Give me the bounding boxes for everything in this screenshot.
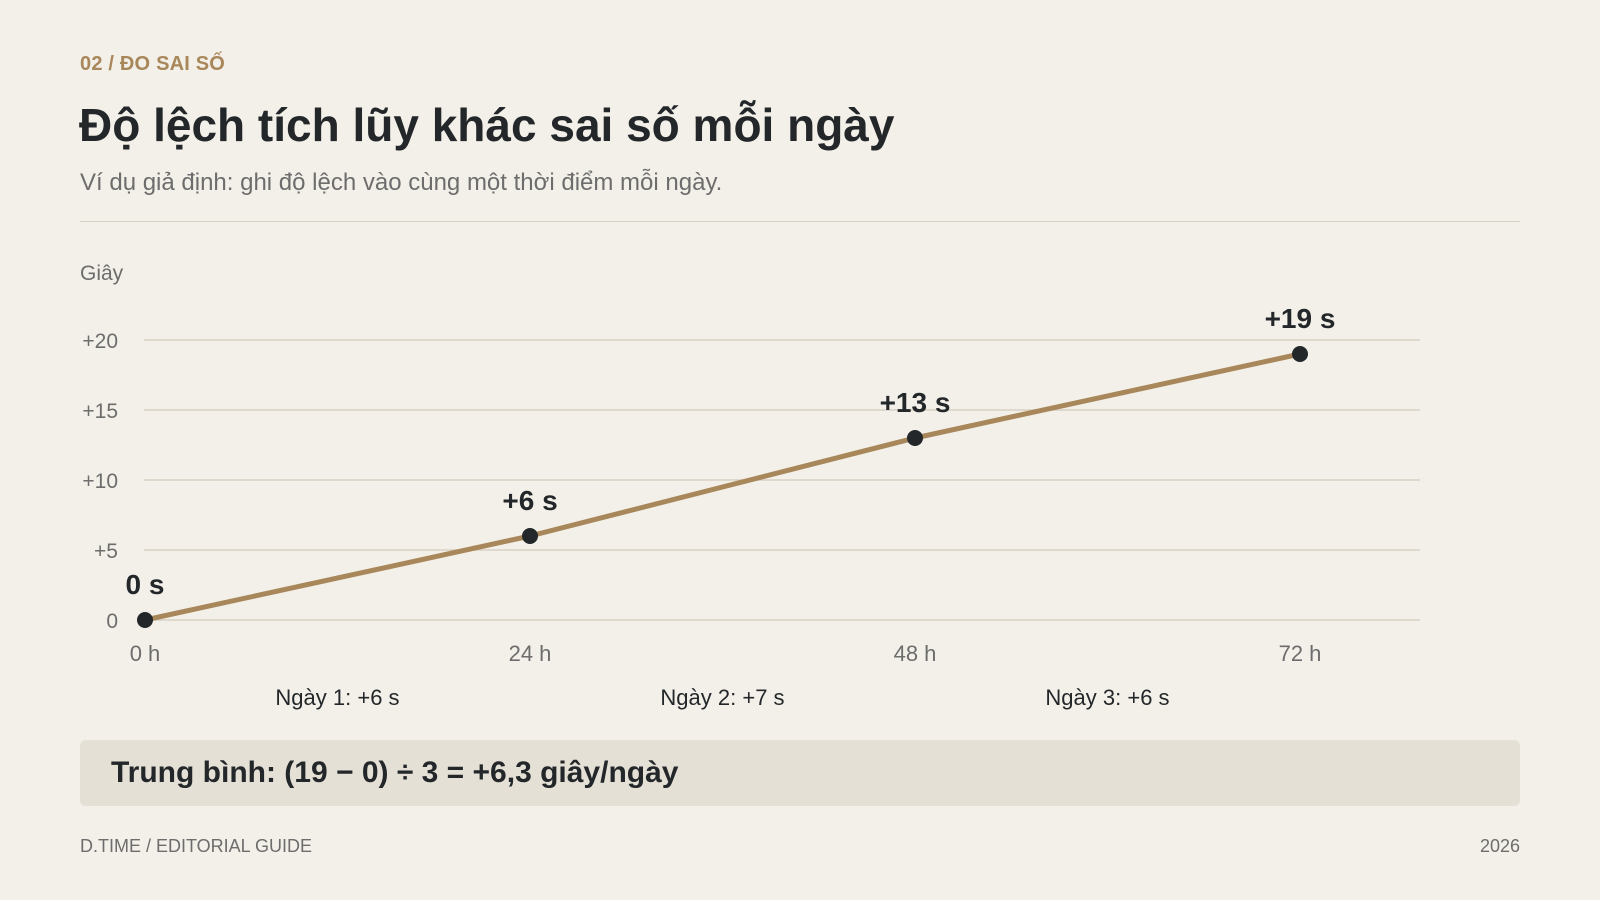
data-point-3 (1292, 346, 1308, 362)
data-point-1 (522, 528, 538, 544)
data-point-2 (907, 430, 923, 446)
y-axis-label: Giây (80, 262, 124, 285)
interval-label-2: Ngày 3: +6 s (1045, 685, 1169, 710)
data-label-0: 0 s (126, 569, 165, 600)
header-divider (80, 221, 1520, 222)
page-subtitle: Ví dụ giả định: ghi độ lệch vào cùng một… (80, 169, 723, 196)
series-line-0 (142, 351, 1303, 623)
eyebrow: 02 / ĐO SAI SỐ (80, 53, 226, 75)
x-tick-label-1: 24 h (509, 641, 552, 666)
interval-label-1: Ngày 2: +7 s (660, 685, 784, 710)
interval-label-0: Ngày 1: +6 s (275, 685, 399, 710)
y-tick-label-3: +15 (82, 400, 118, 423)
data-point-0 (137, 612, 153, 628)
x-tick-label-3: 72 h (1279, 641, 1322, 666)
data-label-2: +13 s (880, 387, 951, 418)
summary-text: Trung bình: (19 − 0) ÷ 3 = +6,3 giây/ngà… (111, 756, 679, 789)
data-label-1: +6 s (502, 485, 557, 516)
summary-box: Trung bình: (19 − 0) ÷ 3 = +6,3 giây/ngà… (80, 740, 1520, 806)
y-tick-label-2: +10 (82, 470, 118, 493)
data-label-3: +19 s (1265, 303, 1336, 334)
x-tick-label-2: 48 h (894, 641, 937, 666)
page-title: Độ lệch tích lũy khác sai số mỗi ngày (79, 99, 895, 151)
x-tick-label-0: 0 h (130, 641, 161, 666)
footer-brand: D.TIME / EDITORIAL GUIDE (80, 836, 313, 856)
footer-year: 2026 (1479, 836, 1520, 856)
y-tick-label-0: 0 (106, 610, 118, 633)
y-tick-label-1: +5 (94, 540, 118, 563)
y-tick-label-4: +20 (82, 330, 118, 353)
